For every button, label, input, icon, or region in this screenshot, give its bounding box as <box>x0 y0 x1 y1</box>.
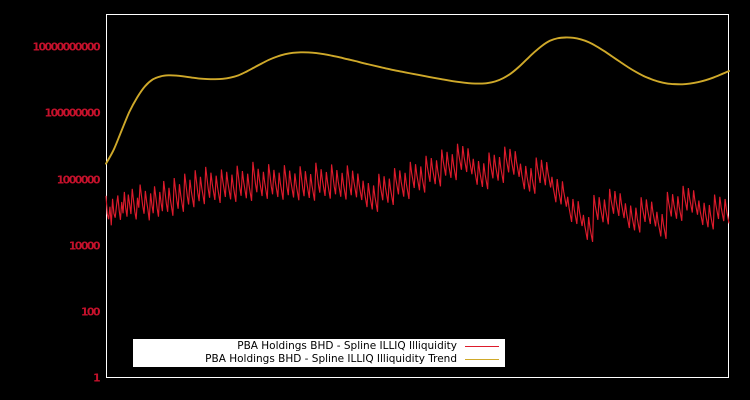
y-tick-label: 10000000000 <box>32 40 100 54</box>
legend-swatch-illiquidity-trend <box>465 359 499 360</box>
chart-legend[interactable]: PBA Holdings BHD - Spline ILLIQ Illiquid… <box>133 339 505 367</box>
y-tick-label: 1000000 <box>56 173 101 186</box>
y-tick-label: 1 <box>92 371 101 385</box>
legend-label-illiquidity: PBA Holdings BHD - Spline ILLIQ Illiquid… <box>237 340 457 352</box>
legend-label-illiquidity-trend: PBA Holdings BHD - Spline ILLIQ Illiquid… <box>205 353 457 365</box>
legend-item-illiquidity[interactable]: PBA Holdings BHD - Spline ILLIQ Illiquid… <box>133 340 505 353</box>
y-tick-label: 100 <box>80 305 101 319</box>
y-tick-label: 100000000 <box>44 106 101 120</box>
legend-item-illiquidity-trend[interactable]: PBA Holdings BHD - Spline ILLIQ Illiquid… <box>133 353 505 366</box>
y-tick-label: 10000 <box>68 239 101 253</box>
trend-line <box>105 36 730 165</box>
illiquidity-line <box>105 143 730 242</box>
legend-swatch-illiquidity <box>465 346 499 347</box>
